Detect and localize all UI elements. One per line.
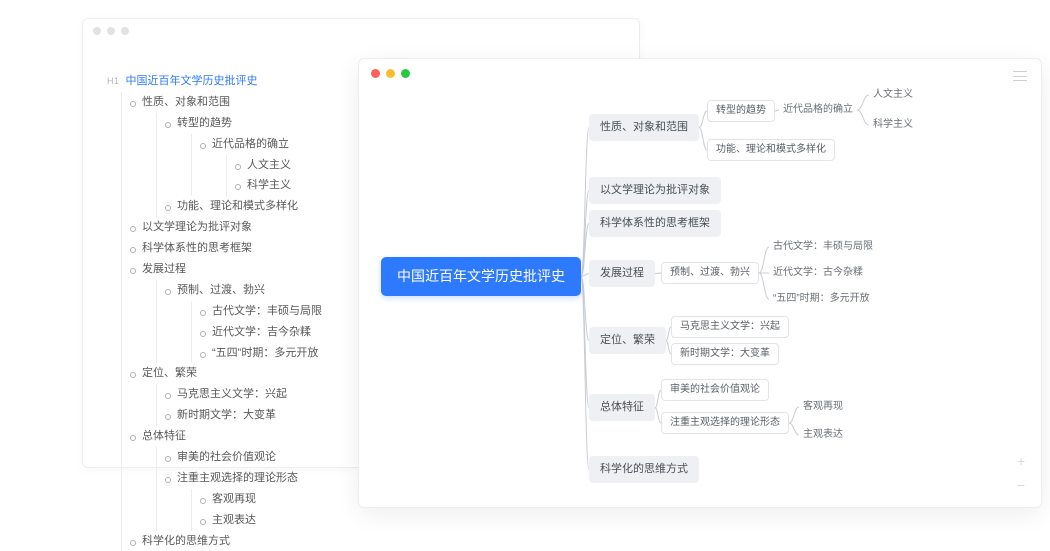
outline-item-label: 发展过程	[142, 263, 186, 275]
outline-item[interactable]: 注重主观选择的理论形态客观再现主观表达	[167, 468, 322, 531]
mindmap-subnode[interactable]: 转型的趋势	[707, 100, 775, 122]
outline-item-label: 以文学理论为批评对象	[142, 221, 252, 233]
zoom-out-icon[interactable]: −	[1017, 477, 1025, 493]
outline-item-label: 主观表达	[212, 514, 256, 526]
outline-item-label: 总体特征	[142, 430, 186, 442]
outline-tree: 性质、对象和范围转型的趋势近代品格的确立人文主义科学主义功能、理论和模式多样化以…	[121, 92, 322, 551]
outline-item-label: 审美的社会价值观论	[177, 451, 276, 463]
dot-grey	[93, 27, 101, 35]
outline-item-label: 新时期文学：大变革	[177, 409, 276, 421]
mindmap-leaf[interactable]: 主观表达	[799, 427, 847, 443]
outline-item[interactable]: 转型的趋势近代品格的确立人文主义科学主义	[167, 113, 322, 197]
mindmap-branch[interactable]: 科学化的思维方式	[589, 456, 699, 483]
outline-item[interactable]: 性质、对象和范围转型的趋势近代品格的确立人文主义科学主义功能、理论和模式多样化	[132, 92, 322, 217]
mindmap-window: 中国近百年文学历史批评史 性质、对象和范围以文学理论为批评对象科学体系性的思考框架…	[358, 58, 1042, 508]
mindmap-branch[interactable]: 科学体系性的思考框架	[589, 210, 721, 237]
mindmap-subnode[interactable]: 审美的社会价值观论	[661, 379, 769, 401]
outline-item-label: 科学化的思维方式	[142, 535, 230, 547]
mindmap-subnode[interactable]: 注重主观选择的理论形态	[661, 412, 789, 434]
outline-item[interactable]: 科学主义	[237, 175, 322, 196]
dot-grey	[107, 27, 115, 35]
outline-item-label: 注重主观选择的理论形态	[177, 472, 298, 484]
mindmap-leaf[interactable]: 客观再现	[799, 399, 847, 415]
outline-item-label: 人文主义	[247, 159, 291, 171]
outline-item-label: “五四”时期：多元开放	[212, 347, 318, 359]
mindmap-root[interactable]: 中国近百年文学历史批评史	[381, 257, 581, 296]
heading-marker: H1	[107, 73, 120, 90]
outline-item[interactable]: 定位、繁荣马克思主义文学：兴起新时期文学：大变革	[132, 363, 322, 426]
outline-item[interactable]: 新时期文学：大变革	[167, 405, 322, 426]
outline-item-label: 功能、理论和模式多样化	[177, 200, 298, 212]
mindmap-leaf[interactable]: 古代文学：丰硕与局限	[769, 239, 877, 255]
outline-item[interactable]: 客观再现	[202, 489, 322, 510]
mindmap-subnode[interactable]: 功能、理论和模式多样化	[707, 139, 835, 161]
mindmap-branch[interactable]: 以文学理论为批评对象	[589, 177, 721, 204]
mindmap-branch[interactable]: 性质、对象和范围	[589, 114, 699, 141]
mindmap-leaf[interactable]: 近代品格的确立	[779, 102, 857, 118]
outline-item-label: 近代文学：吉今杂糅	[212, 326, 311, 338]
outline-item-label: 转型的趋势	[177, 117, 232, 129]
outline-item-label: 古代文学：丰硕与局限	[212, 305, 322, 317]
dot-grey	[121, 27, 129, 35]
outline-traffic-lights	[93, 27, 129, 35]
outline-item[interactable]: 以文学理论为批评对象	[132, 217, 322, 238]
mindmap-branch[interactable]: 发展过程	[589, 260, 655, 287]
mindmap-leaf[interactable]: 科学主义	[869, 117, 917, 133]
zoom-controls[interactable]: + −	[1017, 453, 1025, 493]
outline-root-row[interactable]: H1 中国近百年文学历史批评史	[107, 71, 322, 92]
outline-item[interactable]: 功能、理论和模式多样化	[167, 196, 322, 217]
outline-item[interactable]: 审美的社会价值观论	[167, 447, 322, 468]
outline-item-label: 预制、过渡、勃兴	[177, 284, 265, 296]
outline-item[interactable]: 发展过程预制、过渡、勃兴古代文学：丰硕与局限近代文学：吉今杂糅 “五四”时期：多元…	[132, 259, 322, 363]
outline-item[interactable]: 主观表达	[202, 510, 322, 531]
outline-item-label: 近代品格的确立	[212, 138, 289, 150]
outline-item-label: 科学主义	[247, 179, 291, 191]
mindmap-leaf[interactable]: 人文主义	[869, 87, 917, 103]
outline-item-label: 科学体系性的思考框架	[142, 242, 252, 254]
outline-item[interactable]: 科学体系性的思考框架	[132, 238, 322, 259]
outline-item[interactable]: 总体特征审美的社会价值观论注重主观选择的理论形态客观再现主观表达	[132, 426, 322, 530]
outline-item-label: 马克思主义文学：兴起	[177, 388, 287, 400]
outline-body: H1 中国近百年文学历史批评史 性质、对象和范围转型的趋势近代品格的确立人文主义…	[107, 71, 322, 551]
outline-root-text: 中国近百年文学历史批评史	[126, 71, 258, 92]
outline-item[interactable]: 近代文学：吉今杂糅	[202, 322, 322, 343]
outline-item[interactable]: 近代品格的确立人文主义科学主义	[202, 134, 322, 197]
zoom-in-icon[interactable]: +	[1017, 453, 1025, 469]
mindmap-leaf[interactable]: 近代文学：古今杂糅	[769, 265, 867, 281]
mindmap-branch[interactable]: 定位、繁荣	[589, 327, 666, 354]
outline-item[interactable]: 古代文学：丰硕与局限	[202, 301, 322, 322]
mindmap-canvas[interactable]: 中国近百年文学历史批评史 性质、对象和范围以文学理论为批评对象科学体系性的思考框架…	[359, 59, 1041, 507]
outline-item[interactable]: 马克思主义文学：兴起	[167, 384, 322, 405]
outline-item-label: 性质、对象和范围	[142, 96, 230, 108]
mindmap-subnode[interactable]: 新时期文学：大变革	[671, 343, 779, 365]
mindmap-subnode[interactable]: 马克思主义文学：兴起	[671, 316, 789, 338]
mindmap-subnode[interactable]: 预制、过渡、勃兴	[661, 262, 759, 284]
outline-item[interactable]: 预制、过渡、勃兴古代文学：丰硕与局限近代文学：吉今杂糅 “五四”时期：多元开放	[167, 280, 322, 364]
outline-item[interactable]: 科学化的思维方式	[132, 531, 322, 551]
outline-item-label: 客观再现	[212, 493, 256, 505]
outline-item-label: 定位、繁荣	[142, 367, 197, 379]
mindmap-branch[interactable]: 总体特征	[589, 394, 655, 421]
outline-item[interactable]: 人文主义	[237, 155, 322, 176]
mindmap-leaf[interactable]: “五四”时期：多元开放	[769, 291, 874, 307]
outline-item[interactable]: “五四”时期：多元开放	[202, 343, 322, 364]
